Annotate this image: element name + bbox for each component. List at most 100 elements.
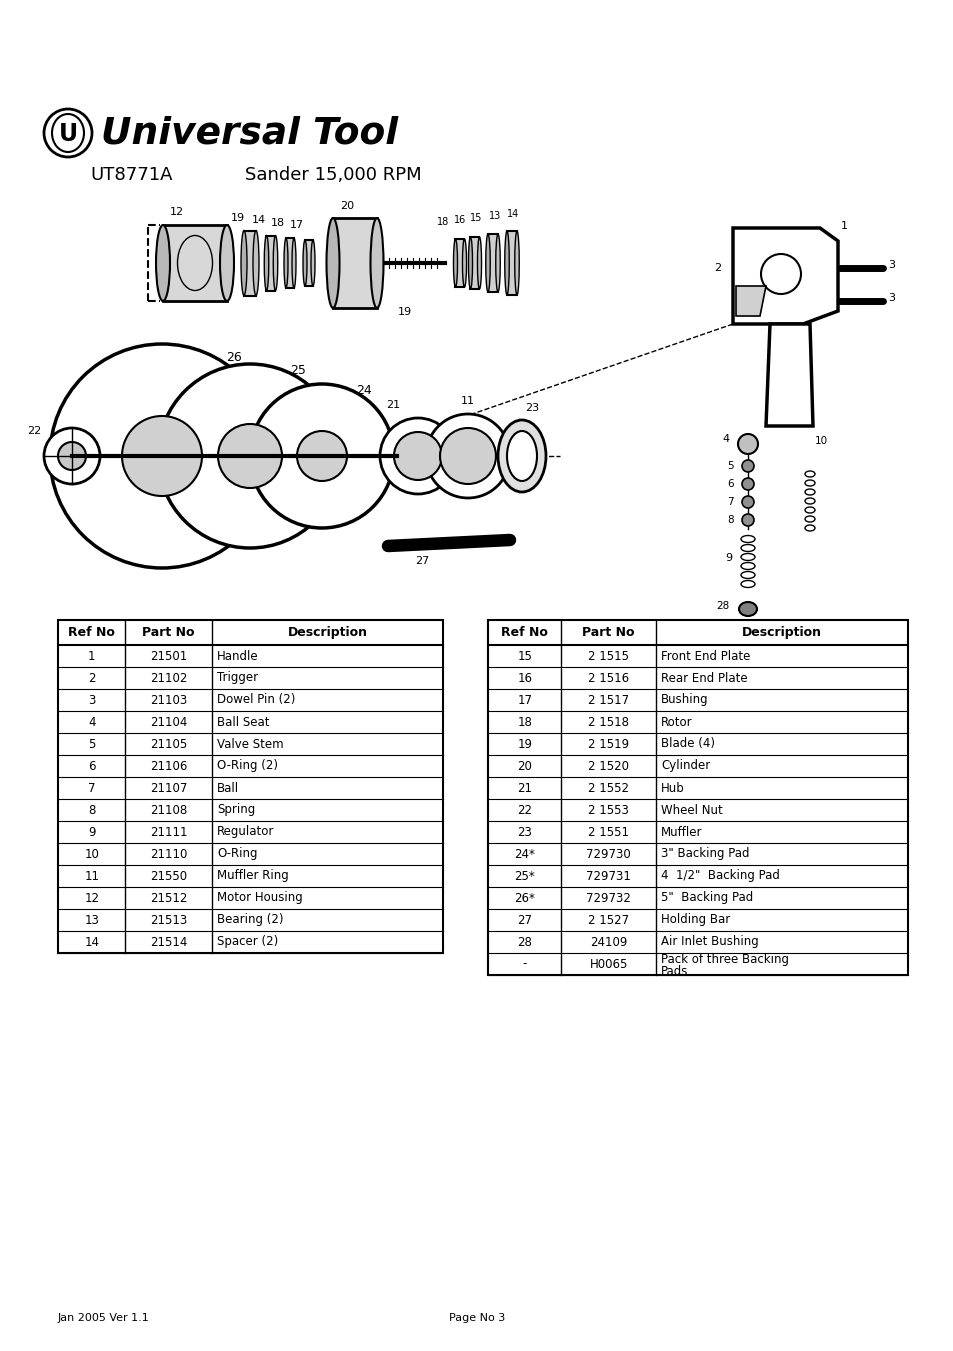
Text: Ball Seat: Ball Seat (216, 716, 269, 728)
Text: 10: 10 (84, 847, 99, 861)
Circle shape (741, 496, 753, 508)
Circle shape (741, 459, 753, 471)
Text: 7: 7 (726, 497, 733, 507)
Text: 4  1/2"  Backing Pad: 4 1/2" Backing Pad (660, 870, 779, 882)
Text: Description: Description (741, 626, 821, 639)
Text: 21111: 21111 (150, 825, 187, 839)
Text: 3" Backing Pad: 3" Backing Pad (660, 847, 749, 861)
Text: Cylinder: Cylinder (660, 759, 709, 773)
Text: 11: 11 (84, 870, 99, 882)
Text: 28: 28 (517, 935, 532, 948)
Text: Spacer (2): Spacer (2) (216, 935, 278, 948)
Text: 21106: 21106 (150, 759, 187, 773)
Text: Regulator: Regulator (216, 825, 274, 839)
Bar (333, 218, 376, 308)
Text: 2 1553: 2 1553 (588, 804, 629, 816)
Text: 21512: 21512 (150, 892, 187, 905)
Ellipse shape (468, 236, 472, 289)
Text: 10: 10 (814, 436, 827, 446)
Text: Muffler Ring: Muffler Ring (216, 870, 289, 882)
Text: 19: 19 (517, 738, 532, 751)
Text: 13: 13 (84, 913, 99, 927)
Circle shape (741, 513, 753, 526)
Ellipse shape (739, 603, 757, 616)
Circle shape (426, 413, 510, 499)
Text: 2: 2 (88, 671, 95, 685)
Text: Part No: Part No (142, 626, 194, 639)
Text: 21110: 21110 (150, 847, 187, 861)
Text: 27: 27 (517, 913, 532, 927)
Text: 1: 1 (841, 222, 847, 231)
Text: Blade (4): Blade (4) (660, 738, 714, 751)
Text: O-Ring: O-Ring (216, 847, 257, 861)
Bar (455, 239, 464, 286)
Text: 2 1552: 2 1552 (588, 781, 629, 794)
Text: Muffler: Muffler (660, 825, 701, 839)
Circle shape (44, 109, 91, 157)
Ellipse shape (220, 226, 233, 301)
Text: Rotor: Rotor (660, 716, 692, 728)
Circle shape (394, 432, 441, 480)
Ellipse shape (311, 240, 314, 286)
Text: 21102: 21102 (150, 671, 187, 685)
Polygon shape (732, 228, 837, 324)
Text: 16: 16 (454, 215, 466, 226)
Text: 21104: 21104 (150, 716, 187, 728)
Text: 2 1516: 2 1516 (588, 671, 629, 685)
Text: 26: 26 (226, 351, 242, 363)
Text: 2 1520: 2 1520 (588, 759, 629, 773)
Text: Description: Description (287, 626, 367, 639)
Text: 2 1519: 2 1519 (588, 738, 629, 751)
Text: 27: 27 (415, 557, 429, 566)
Ellipse shape (453, 239, 457, 286)
Ellipse shape (370, 218, 383, 308)
Text: Bearing (2): Bearing (2) (216, 913, 283, 927)
Text: 6: 6 (88, 759, 95, 773)
Text: 9: 9 (724, 553, 731, 563)
Circle shape (250, 384, 394, 528)
Text: 25*: 25* (514, 870, 535, 882)
Text: 21103: 21103 (150, 693, 187, 707)
Bar (305, 240, 313, 286)
Text: 2 1515: 2 1515 (588, 650, 629, 662)
Text: Motor Housing: Motor Housing (216, 892, 302, 905)
Text: Air Inlet Bushing: Air Inlet Bushing (660, 935, 758, 948)
Text: Page No 3: Page No 3 (449, 1313, 504, 1323)
Circle shape (741, 478, 753, 490)
Text: 2 1551: 2 1551 (588, 825, 629, 839)
Text: 24: 24 (355, 384, 372, 397)
Text: 14: 14 (252, 215, 266, 226)
Text: 2 1517: 2 1517 (588, 693, 629, 707)
Text: Rear End Plate: Rear End Plate (660, 671, 747, 685)
Text: 20: 20 (339, 201, 354, 211)
Text: 21107: 21107 (150, 781, 187, 794)
Text: 20: 20 (517, 759, 532, 773)
Text: -: - (522, 958, 526, 970)
Ellipse shape (253, 231, 258, 296)
Circle shape (50, 345, 274, 567)
Text: U: U (58, 122, 77, 146)
Text: 3: 3 (887, 259, 894, 270)
Text: Pack of three Backing: Pack of three Backing (660, 952, 788, 966)
Text: Bushing: Bushing (660, 693, 708, 707)
Text: 22: 22 (517, 804, 532, 816)
Circle shape (122, 416, 202, 496)
Circle shape (439, 428, 496, 484)
Circle shape (58, 442, 86, 470)
Text: 14: 14 (84, 935, 99, 948)
Text: 21550: 21550 (150, 870, 187, 882)
Ellipse shape (515, 231, 518, 295)
Ellipse shape (156, 226, 170, 301)
Ellipse shape (506, 431, 537, 481)
Text: 1: 1 (88, 650, 95, 662)
Polygon shape (735, 286, 765, 316)
Circle shape (44, 428, 100, 484)
Text: H0065: H0065 (589, 958, 627, 970)
Text: 19: 19 (231, 213, 245, 223)
Ellipse shape (303, 240, 307, 286)
Text: 3: 3 (88, 693, 95, 707)
Text: 4: 4 (88, 716, 95, 728)
Text: 16: 16 (517, 671, 532, 685)
Text: 25: 25 (290, 363, 306, 377)
Text: Universal Tool: Universal Tool (101, 115, 397, 151)
